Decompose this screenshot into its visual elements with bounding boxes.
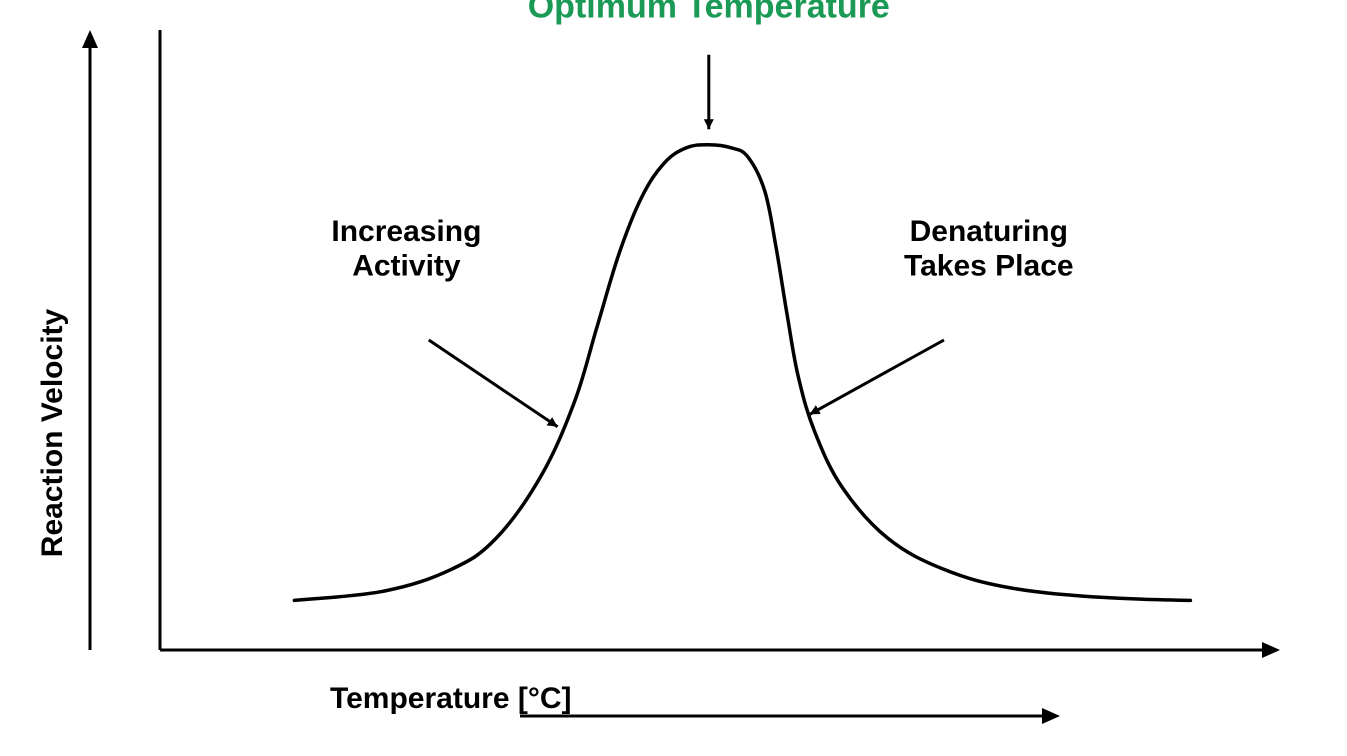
increasing-label-l1: Increasing	[331, 215, 481, 248]
increasing-label-l2: Activity	[352, 249, 461, 282]
chart-svg: Reaction Velocity Temperature [°C] Optimum…	[0, 0, 1347, 756]
enzyme-activity-chart: Reaction Velocity Temperature [°C] Optimum…	[0, 0, 1347, 756]
x-axis-label: Temperature [°C]	[330, 682, 571, 715]
denaturing-label-l2: Takes Place	[904, 249, 1074, 282]
y-axis-label: Reaction Velocity	[36, 308, 69, 557]
optimum-label: Optimum Temperature	[528, 0, 890, 26]
denaturing-label-l1: Denaturing	[910, 215, 1068, 248]
chart-background	[0, 0, 1347, 756]
